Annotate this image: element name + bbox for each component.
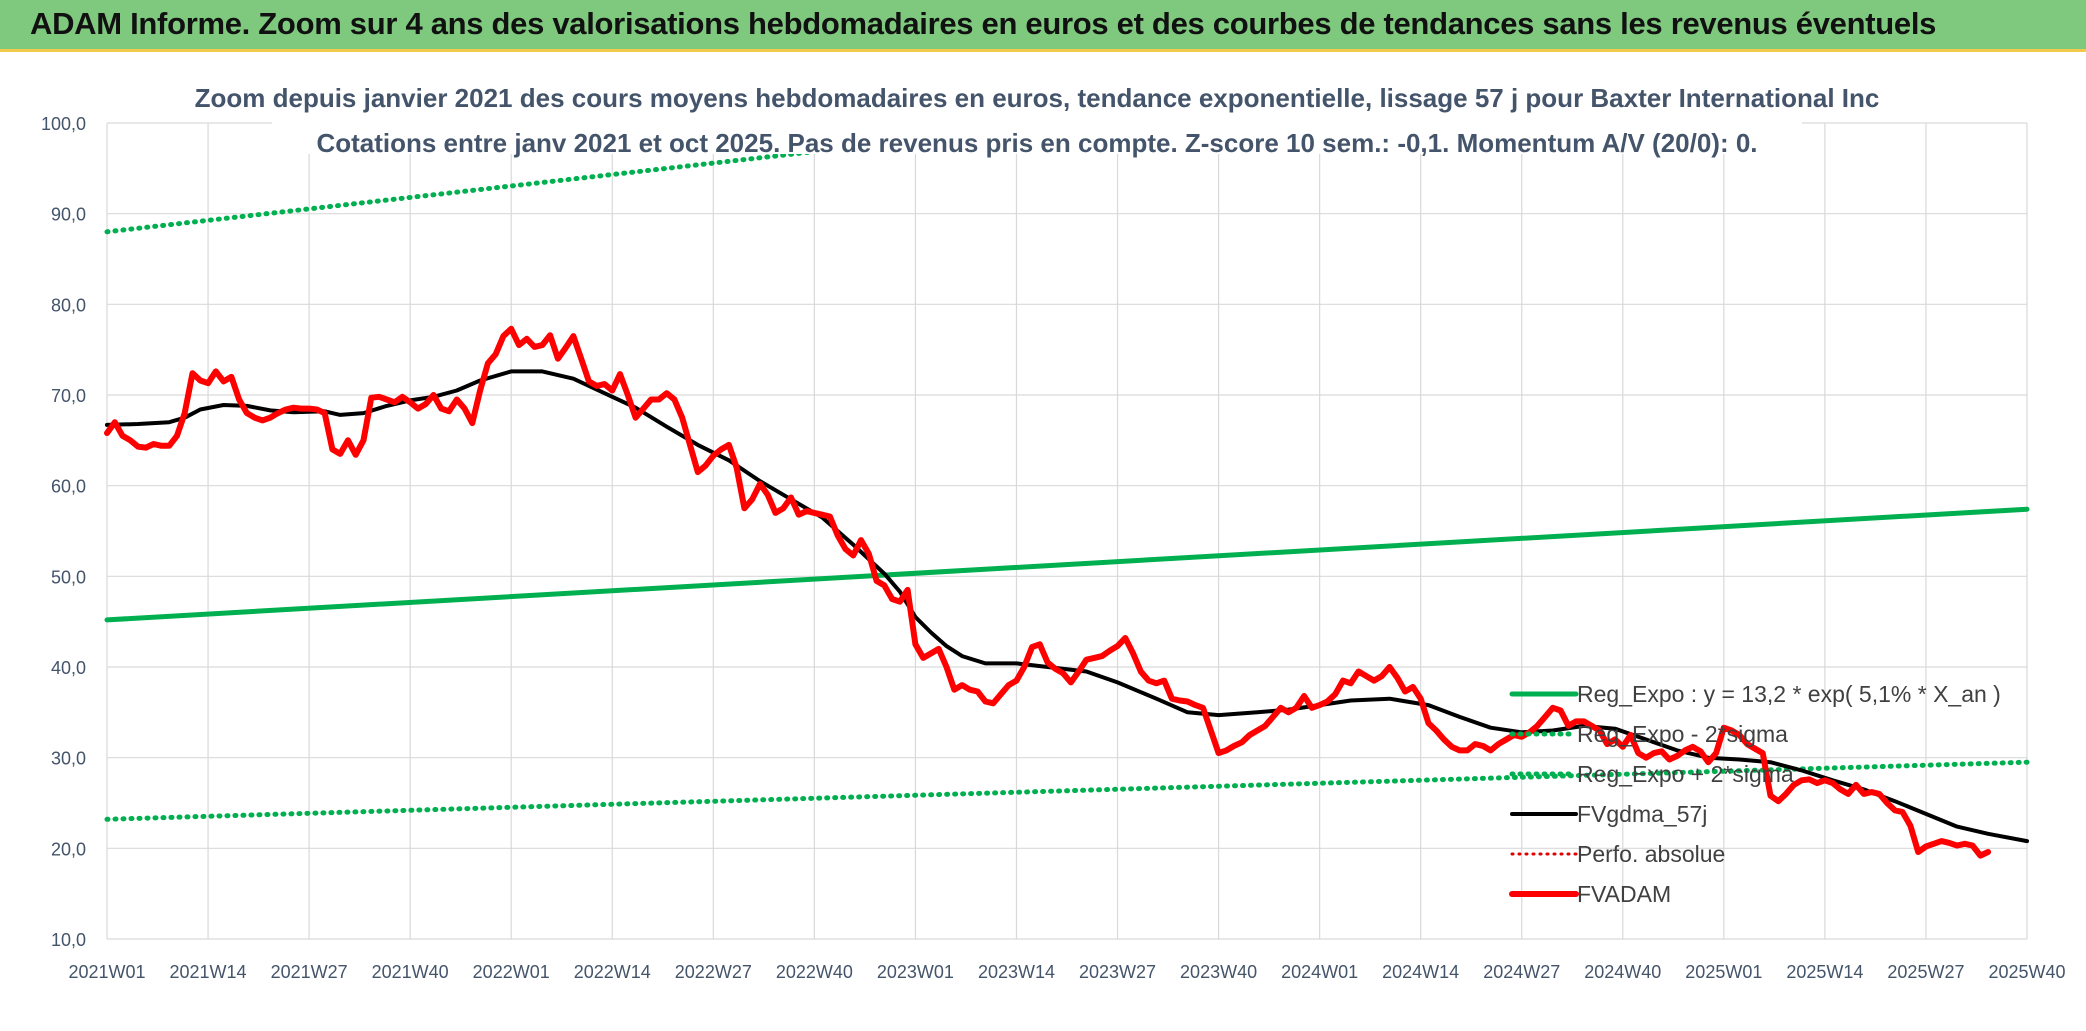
line-chart: 10,0 20,0 30,0 40,0 50,0 60,0 70,0 80,0 90,0 100,… (41, 70, 2066, 982)
x-axis-tick-labels: 2021W01 2021W14 2021W27 2021W40 2022W01 2022W… (68, 962, 2065, 982)
x-tick-label: 2022W01 (473, 962, 550, 982)
legend-item-lower-band: Reg_Expo - 2*sigma (1509, 721, 1788, 747)
y-tick-label: 20,0 (51, 839, 86, 859)
legend-item-fvgdma: FVgdma_57j (1510, 801, 1707, 827)
legend-item-trend: Reg_Expo : y = 13,2 * exp( 5,1% * X_an ) (1509, 681, 2001, 707)
x-tick-label: 2022W40 (776, 962, 853, 982)
x-tick-label: 2021W40 (372, 962, 449, 982)
legend-label: Reg_Expo + 2*sigma (1577, 761, 1794, 787)
x-tick-label: 2021W27 (271, 962, 348, 982)
y-tick-label: 100,0 (41, 114, 86, 134)
x-tick-label: 2024W27 (1483, 962, 1560, 982)
trend-lower-band (104, 759, 2030, 822)
x-tick-label: 2023W01 (877, 962, 954, 982)
x-tick-label: 2024W40 (1584, 962, 1661, 982)
trend-line (104, 506, 2030, 623)
legend-item-fvadam: FVADAM (1509, 881, 1671, 907)
y-tick-label: 50,0 (51, 567, 86, 587)
x-tick-label: 2023W14 (978, 962, 1055, 982)
x-tick-label: 2023W27 (1079, 962, 1156, 982)
chart-title-background (272, 70, 1802, 154)
legend-label: FVgdma_57j (1577, 801, 1707, 827)
report-title: ADAM Informe. Zoom sur 4 ans des valoris… (30, 6, 1937, 41)
x-tick-label: 2022W14 (574, 962, 651, 982)
grid-lines (106, 122, 2028, 940)
x-tick-label: 2025W40 (1988, 962, 2065, 982)
report-banner: ADAM Informe. Zoom sur 4 ans des valoris… (0, 0, 2086, 52)
legend-label: Perfo. absolue (1577, 841, 1725, 867)
y-tick-label: 80,0 (51, 295, 86, 315)
legend-item-perfo: Perfo. absolue (1510, 841, 1725, 867)
chart-legend: Reg_Expo : y = 13,2 * exp( 5,1% * X_an )… (1509, 681, 2001, 907)
y-tick-label: 70,0 (51, 386, 86, 406)
x-tick-label: 2022W27 (675, 962, 752, 982)
y-tick-label: 90,0 (51, 205, 86, 225)
chart-title-line-2: Cotations entre janv 2021 et oct 2025. P… (316, 128, 1757, 158)
x-tick-label: 2021W01 (68, 962, 145, 982)
y-tick-label: 40,0 (51, 658, 86, 678)
y-tick-label: 60,0 (51, 477, 86, 497)
legend-label: Reg_Expo - 2*sigma (1577, 721, 1788, 747)
x-tick-label: 2024W01 (1281, 962, 1358, 982)
fvadam-line (104, 325, 1992, 859)
y-tick-label: 30,0 (51, 749, 86, 769)
x-tick-label: 2021W14 (170, 962, 247, 982)
legend-label: Reg_Expo : y = 13,2 * exp( 5,1% * X_an ) (1577, 681, 2001, 707)
legend-label: FVADAM (1577, 881, 1671, 907)
x-tick-label: 2025W27 (1887, 962, 1964, 982)
x-tick-label: 2025W01 (1685, 962, 1762, 982)
y-tick-label: 10,0 (51, 930, 86, 950)
y-axis-tick-labels: 10,0 20,0 30,0 40,0 50,0 60,0 70,0 80,0 90,0 100,… (41, 114, 86, 950)
x-tick-label: 2025W14 (1786, 962, 1863, 982)
legend-item-upper-band: Reg_Expo + 2*sigma (1509, 761, 1794, 787)
x-tick-label: 2023W40 (1180, 962, 1257, 982)
chart-title-line-1: Zoom depuis janvier 2021 des cours moyen… (195, 83, 1880, 113)
x-tick-label: 2024W14 (1382, 962, 1459, 982)
